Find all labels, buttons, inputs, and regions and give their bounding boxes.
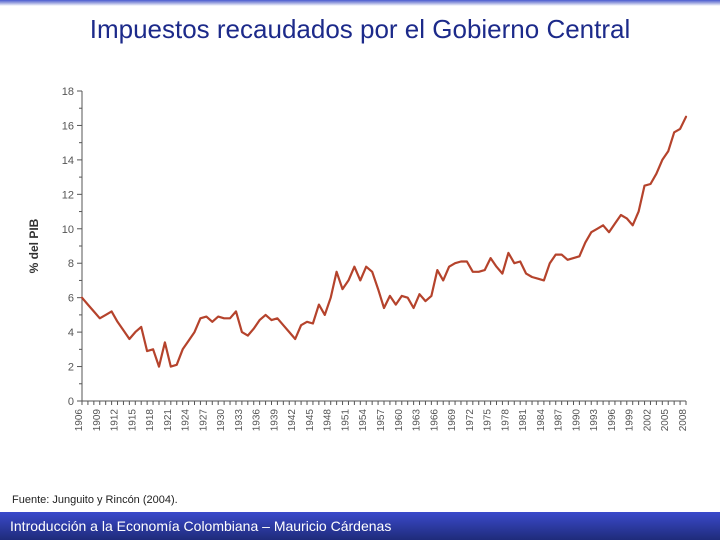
svg-text:1993: 1993 bbox=[589, 408, 600, 431]
svg-text:18: 18 bbox=[62, 86, 74, 98]
svg-text:10: 10 bbox=[62, 223, 74, 235]
svg-text:1948: 1948 bbox=[323, 408, 334, 431]
chart-container: 0 2 4 6 8 10 12 14 16 18 1906 1909 1912 1915 1918 1921 1… bbox=[0, 49, 720, 488]
svg-text:1996: 1996 bbox=[607, 408, 618, 431]
svg-text:1933: 1933 bbox=[234, 408, 245, 431]
svg-text:1927: 1927 bbox=[198, 408, 209, 431]
svg-text:2005: 2005 bbox=[660, 408, 671, 431]
svg-text:1975: 1975 bbox=[483, 408, 494, 431]
svg-text:1936: 1936 bbox=[252, 408, 263, 431]
svg-text:1972: 1972 bbox=[465, 408, 476, 431]
svg-text:1954: 1954 bbox=[358, 408, 369, 431]
slide-title: Impuestos recaudados por el Gobierno Cen… bbox=[40, 14, 680, 45]
svg-text:1960: 1960 bbox=[394, 408, 405, 431]
svg-text:1924: 1924 bbox=[181, 408, 192, 431]
svg-text:6: 6 bbox=[68, 292, 74, 304]
svg-text:1912: 1912 bbox=[110, 408, 121, 431]
svg-text:14: 14 bbox=[62, 154, 74, 166]
footer-text: Introducción a la Economía Colombiana – … bbox=[10, 518, 391, 534]
svg-text:1990: 1990 bbox=[571, 408, 582, 431]
svg-text:1915: 1915 bbox=[127, 408, 138, 431]
svg-text:1963: 1963 bbox=[412, 408, 423, 431]
svg-text:% del PIB: % del PIB bbox=[27, 218, 41, 273]
svg-text:16: 16 bbox=[62, 120, 74, 132]
title-block: Impuestos recaudados por el Gobierno Cen… bbox=[0, 6, 720, 49]
svg-text:4: 4 bbox=[68, 327, 74, 339]
footer-bar: Introducción a la Economía Colombiana – … bbox=[0, 512, 720, 540]
svg-text:12: 12 bbox=[62, 189, 74, 201]
svg-text:1978: 1978 bbox=[500, 408, 511, 431]
svg-text:1951: 1951 bbox=[340, 408, 351, 431]
svg-text:1999: 1999 bbox=[625, 408, 636, 431]
svg-text:0: 0 bbox=[68, 396, 74, 408]
svg-text:1987: 1987 bbox=[554, 408, 565, 431]
svg-text:8: 8 bbox=[68, 258, 74, 270]
svg-text:1930: 1930 bbox=[216, 408, 227, 431]
svg-text:1906: 1906 bbox=[74, 408, 85, 431]
svg-text:1966: 1966 bbox=[429, 408, 440, 431]
svg-text:1921: 1921 bbox=[163, 408, 174, 431]
line-chart: 0 2 4 6 8 10 12 14 16 18 1906 1909 1912 1915 1918 1921 1… bbox=[20, 81, 700, 461]
svg-text:1945: 1945 bbox=[305, 408, 316, 431]
source-text: Fuente: Junguito y Rincón (2004). bbox=[0, 488, 720, 512]
slide-root: Impuestos recaudados por el Gobierno Cen… bbox=[0, 0, 720, 540]
svg-text:1984: 1984 bbox=[536, 408, 547, 431]
svg-text:2008: 2008 bbox=[678, 408, 689, 431]
svg-text:1909: 1909 bbox=[92, 408, 103, 431]
svg-text:1957: 1957 bbox=[376, 408, 387, 431]
svg-text:1981: 1981 bbox=[518, 408, 529, 431]
svg-text:2: 2 bbox=[68, 361, 74, 373]
svg-text:1969: 1969 bbox=[447, 408, 458, 431]
svg-text:1942: 1942 bbox=[287, 408, 298, 431]
svg-text:1918: 1918 bbox=[145, 408, 156, 431]
svg-text:2002: 2002 bbox=[642, 408, 653, 431]
svg-text:1939: 1939 bbox=[269, 408, 280, 431]
